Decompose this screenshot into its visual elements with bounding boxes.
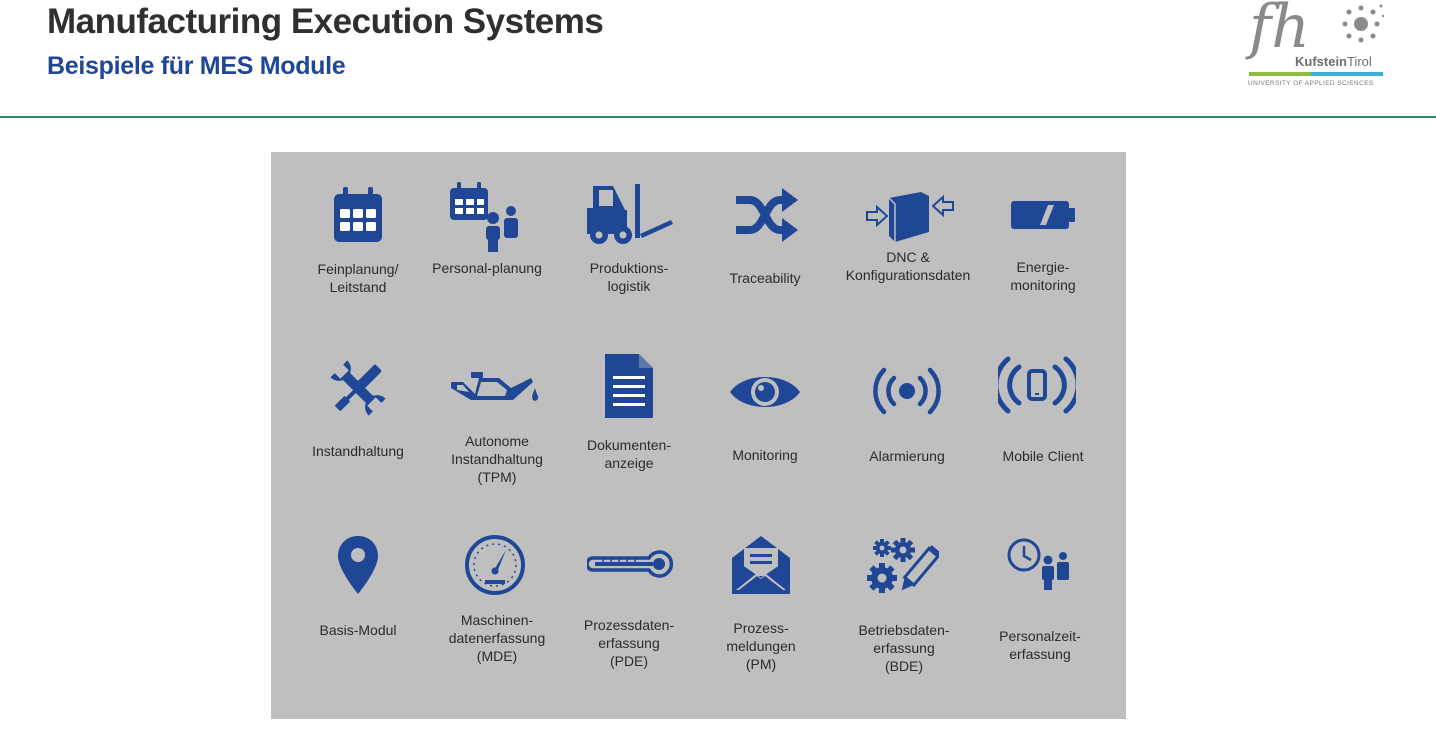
module-label: Instandhaltung: [312, 443, 404, 459]
calendar-icon: [334, 187, 382, 242]
logo-tagline: UNIVERSITY OF APPLIED SCIENCES: [1248, 80, 1374, 87]
mobile-signal-icon: [998, 356, 1076, 414]
calendar-person-icon: [450, 182, 518, 252]
module-label: Feinplanung/ Leitstand: [317, 261, 399, 295]
logo-mark: fh: [1249, 0, 1310, 62]
envelope-icon: [732, 536, 790, 594]
wrench-screwdriver-icon: [330, 360, 386, 416]
battery-icon: [1011, 201, 1075, 229]
module-label: Maschinen- datenerfassung (MDE): [448, 612, 546, 664]
module-label: Prozessdaten- erfassung (PDE): [583, 617, 675, 669]
gears-pencil-icon: [867, 538, 939, 593]
module-label: Traceability: [729, 270, 801, 286]
header-divider: [0, 116, 1436, 118]
module-label: Basis-Modul: [319, 622, 397, 638]
document-icon: [605, 354, 653, 418]
module-label: Energie- monitoring: [1010, 259, 1076, 293]
oil-can-icon: [451, 372, 539, 401]
modules-panel: Feinplanung/ Leitstand Personal-planung: [271, 152, 1126, 719]
gauge-icon: [465, 535, 525, 595]
map-pin-icon: [338, 536, 378, 594]
page-subtitle: Beispiele für MES Module: [47, 52, 346, 80]
module-label: Monitoring: [732, 447, 798, 463]
page-title: Manufacturing Execution Systems: [47, 2, 604, 41]
logo-wordmark: KufsteinTirol: [1295, 54, 1372, 69]
logo-burst-icon: [1342, 4, 1385, 43]
fh-kufstein-logo: fh KufsteinTirol UNIVERSITY OF APPLIED S…: [1245, 0, 1390, 95]
alarm-signal-icon: [873, 367, 941, 415]
logo-bar-blue: [1311, 72, 1383, 76]
folder-transfer-icon: [866, 192, 954, 242]
forklift-icon: [587, 184, 673, 244]
module-label: DNC & Konfigurationsdaten: [845, 249, 971, 283]
module-label: Personalzeit- erfassung: [999, 628, 1081, 662]
module-label: Alarmierung: [869, 448, 945, 464]
module-label: Autonome Instandhaltung (TPM): [451, 433, 543, 485]
eye-icon: [730, 377, 800, 407]
module-label: Personal-planung: [432, 260, 542, 276]
module-label: Produktions- logistik: [589, 260, 669, 294]
clock-people-icon: [1007, 538, 1069, 590]
module-label: Dokumenten- anzeige: [586, 437, 672, 471]
thermometer-icon: [587, 550, 673, 578]
module-label: Betriebsdaten- erfassung (BDE): [858, 622, 950, 674]
module-label: Mobile Client: [1002, 448, 1084, 464]
logo-bar-green: [1249, 72, 1311, 76]
module-label: Prozess- meldungen (PM): [726, 620, 796, 672]
shuffle-icon: [736, 188, 798, 242]
